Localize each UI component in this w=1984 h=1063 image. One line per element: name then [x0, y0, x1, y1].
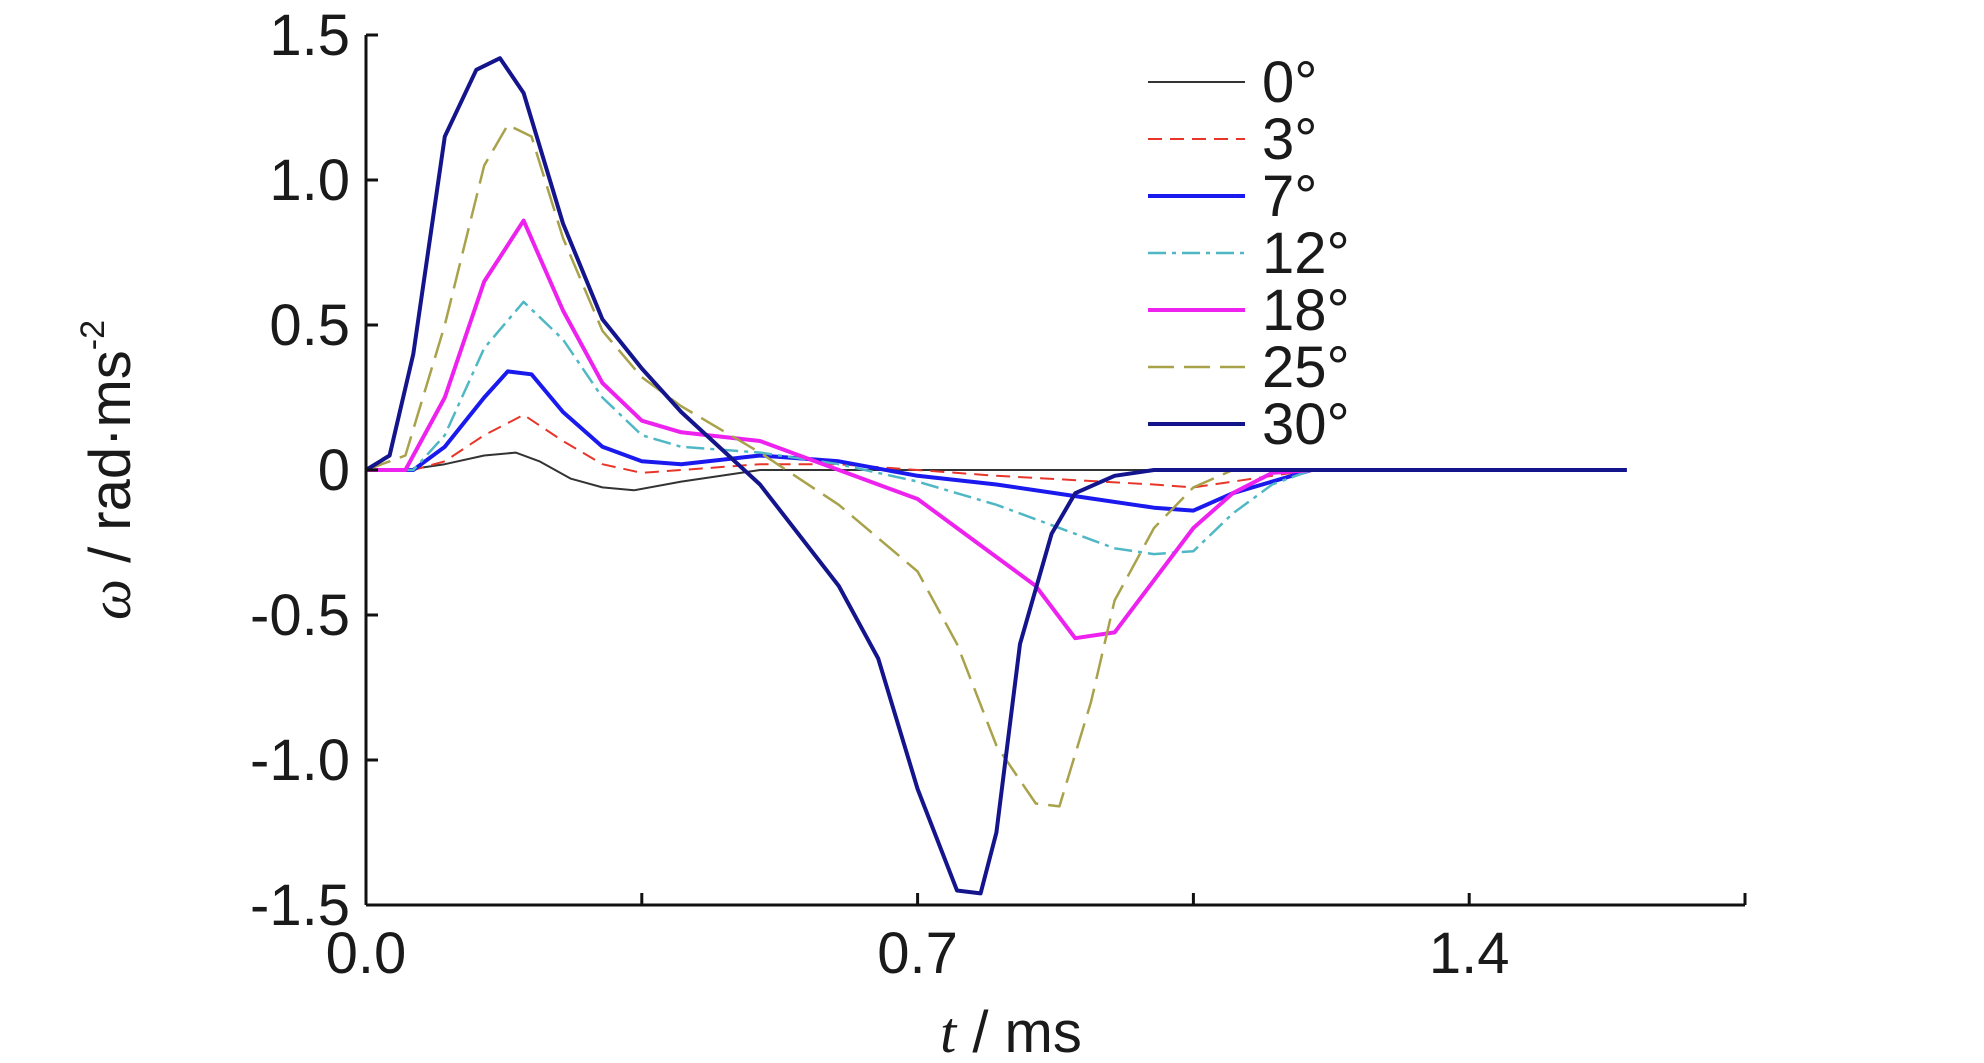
- x-axis-title: t / ms: [940, 1000, 1082, 1063]
- y-tick-label: 0.5: [269, 293, 350, 358]
- series-lines: [364, 56, 1627, 896]
- x-tick-label: 0.0: [326, 921, 407, 986]
- legend-label: 3°: [1262, 107, 1317, 172]
- series-line: [366, 451, 1470, 492]
- x-tick-label: 0.7: [877, 921, 958, 986]
- legend-label: 25°: [1262, 335, 1350, 400]
- y-tick-label: 1.5: [269, 3, 350, 68]
- series-line: [366, 413, 1470, 489]
- series-line: [365, 123, 1470, 808]
- legend-label: 12°: [1262, 221, 1350, 286]
- series-line: [364, 56, 1627, 896]
- y-tick-label: -0.5: [250, 583, 350, 648]
- series-line: [366, 218, 1470, 641]
- y-tick-label: -1.5: [250, 873, 350, 938]
- y-tick-label: 1.0: [269, 148, 350, 213]
- x-axis-unit: / ms: [956, 1000, 1082, 1063]
- y-tick-label: 0: [318, 438, 350, 503]
- y-tick-label: -1.0: [250, 728, 350, 793]
- legend-label: 7°: [1262, 164, 1317, 229]
- tick-labels: 1.5 1.0 0.5 0 -0.5 -1.0 -1.50.0 0.7 1.4: [250, 3, 1509, 986]
- series-line: [366, 369, 1627, 513]
- x-axis-variable: t: [940, 1000, 958, 1063]
- y-axis-superscript: -2: [74, 320, 112, 350]
- y-axis-title: ω / rad·ms-2: [74, 320, 143, 620]
- legend-label: 18°: [1262, 278, 1350, 343]
- series-line: [366, 300, 1470, 556]
- legend-label: 30°: [1262, 392, 1350, 457]
- legend-label: 0°: [1262, 50, 1317, 115]
- legend: 0°3°7°12°18°25°30°: [1148, 50, 1350, 457]
- y-axis-variable: ω: [78, 579, 143, 620]
- axes: [364, 33, 1747, 907]
- x-tick-label: 1.4: [1429, 921, 1510, 986]
- y-axis-unit: / rad·ms: [78, 350, 143, 579]
